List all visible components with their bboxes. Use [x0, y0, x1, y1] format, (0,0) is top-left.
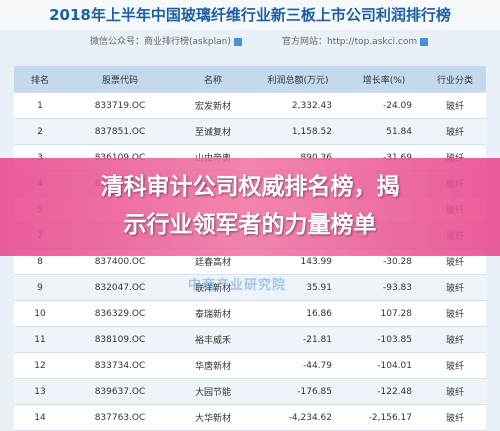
- table-cell: 16.86: [252, 300, 344, 327]
- table-cell: -21.81: [252, 326, 344, 353]
- table-cell: 大华新材: [174, 404, 252, 431]
- table-cell: 9: [14, 274, 66, 301]
- banner-headline: 清科审计公司权威排名榜，揭 示行业领军者的力量榜单: [0, 168, 500, 244]
- table-cell: -122.48: [344, 378, 424, 405]
- table-row: 12 833734.OC 华唐新材 -44.79 -104.01 玻纤: [14, 352, 486, 379]
- header-rank: 排名: [14, 66, 66, 93]
- table-cell: 837763.OC: [66, 404, 174, 431]
- wechat-label: 微信公众号：商业排行榜(askplan): [90, 34, 242, 47]
- table-cell: 11: [14, 326, 66, 353]
- banner-line-1: 清科审计公司权威排名榜，揭: [100, 174, 400, 200]
- table-cell: 华唐新材: [174, 352, 252, 379]
- table-cell: 玻纤: [424, 404, 486, 431]
- table-header-row: 排名 股票代码 名称 利润总额(万元) 增长率(%) 行业分类: [14, 66, 486, 93]
- table-cell: 联洋新材: [174, 274, 252, 301]
- table-cell: 玻纤: [424, 352, 486, 379]
- table-row: 2 837851.OC 至诚复材 1,158.52 51.84 玻纤: [14, 118, 486, 145]
- table-cell: -103.85: [344, 326, 424, 353]
- table-cell: 玻纤: [424, 92, 486, 119]
- table-cell: 大园节能: [174, 378, 252, 405]
- header-industry: 行业分类: [424, 66, 486, 93]
- table-cell: 1: [14, 92, 66, 119]
- header-profit: 利润总额(万元): [252, 66, 344, 93]
- table-cell: 2: [14, 118, 66, 145]
- table-cell: 51.84: [344, 118, 424, 145]
- table-cell: 14: [14, 404, 66, 431]
- table-row: 14 837763.OC 大华新材 -4,234.62 -2,156.17 玻纤: [14, 404, 486, 431]
- table-cell: 1,158.52: [252, 118, 344, 145]
- table-cell: 10: [14, 300, 66, 327]
- table-cell: 833734.OC: [66, 352, 174, 379]
- table-cell: 12: [14, 352, 66, 379]
- wechat-icon: [233, 37, 242, 46]
- subtitle-bar: 微信公众号：商业排行榜(askplan) 官方网站：http://top.ask…: [0, 34, 500, 50]
- header-growth: 增长率(%): [344, 66, 424, 93]
- table-cell: 833719.OC: [66, 92, 174, 119]
- table-cell: -4,234.62: [252, 404, 344, 431]
- table-cell: 玻纤: [424, 378, 486, 405]
- table-cell: 至诚复材: [174, 118, 252, 145]
- table-cell: -44.79: [252, 352, 344, 379]
- table-cell: 玻纤: [424, 274, 486, 301]
- table-cell: -93.83: [344, 274, 424, 301]
- table-cell: -104.01: [344, 352, 424, 379]
- banner-line-2: 示行业领军者的力量榜单: [123, 212, 377, 238]
- table-row: 11 838109.OC 裕丰威禾 -21.81 -103.85 玻纤: [14, 326, 486, 353]
- table-cell: 35.91: [252, 274, 344, 301]
- table-cell: 玻纤: [424, 300, 486, 327]
- promo-banner: 清科审计公司权威排名榜，揭 示行业领军者的力量榜单: [0, 158, 500, 256]
- table-row: 9 832047.OC 联洋新材 35.91 -93.83 玻纤: [14, 274, 486, 301]
- table-cell: 裕丰威禾: [174, 326, 252, 353]
- table-cell: 107.28: [344, 300, 424, 327]
- table-cell: 2,332.43: [252, 92, 344, 119]
- watermark: 中商产业研究院: [188, 278, 287, 293]
- table-cell: 832047.OC: [66, 274, 174, 301]
- table-row: 1 833719.OC 宏发新材 2,332.43 -24.09 玻纤: [14, 92, 486, 119]
- document-title: 2018年上半年中国玻璃纤维行业新三板上市公司利润排行榜: [0, 0, 500, 30]
- web-icon: [420, 37, 429, 46]
- table-cell: -2,156.17: [344, 404, 424, 431]
- table-cell: 836329.OC: [66, 300, 174, 327]
- table-cell: 玻纤: [424, 326, 486, 353]
- website-label: 官方网站：http://top.askci.com: [282, 34, 429, 47]
- header-name: 名称: [174, 66, 252, 93]
- table-cell: 宏发新材: [174, 92, 252, 119]
- table-cell: 839637.OC: [66, 378, 174, 405]
- table-cell: -176.85: [252, 378, 344, 405]
- table-cell: 玻纤: [424, 118, 486, 145]
- table-cell: 13: [14, 378, 66, 405]
- table-row: 10 836329.OC 泰瑞新材 16.86 107.28 玻纤: [14, 300, 486, 327]
- table-cell: 837851.OC: [66, 118, 174, 145]
- table-cell: -24.09: [344, 92, 424, 119]
- header-code: 股票代码: [66, 66, 174, 93]
- table-cell: 838109.OC: [66, 326, 174, 353]
- table-cell: 泰瑞新材: [174, 300, 252, 327]
- table-row: 13 839637.OC 大园节能 -176.85 -122.48 玻纤: [14, 378, 486, 405]
